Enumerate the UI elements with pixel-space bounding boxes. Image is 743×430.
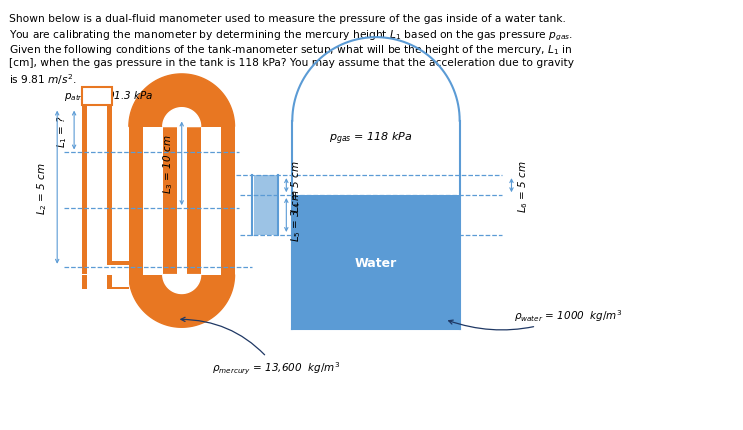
Bar <box>143 127 163 275</box>
Text: Water: Water <box>355 256 397 269</box>
Polygon shape <box>129 275 235 328</box>
Bar <box>129 127 177 275</box>
Text: $L_2$ = 5 cm: $L_2$ = 5 cm <box>36 161 49 214</box>
Bar <box>201 127 221 275</box>
Text: $p_{atm}$ = 101.3 kPa: $p_{atm}$ = 101.3 kPa <box>64 89 154 103</box>
Bar <box>107 105 112 274</box>
Bar <box>186 127 235 275</box>
Bar <box>292 196 460 329</box>
Polygon shape <box>163 275 201 294</box>
Bar <box>87 105 107 274</box>
Text: [cm], when the gas pressure in the tank is 118 kPa? You may assume that the acce: [cm], when the gas pressure in the tank … <box>10 57 574 68</box>
Text: $\rho_{mercury}$ = 13,600  $kg/m^3$: $\rho_{mercury}$ = 13,600 $kg/m^3$ <box>181 317 340 376</box>
Bar <box>82 275 87 289</box>
Text: $L_4$ = 5 cm: $L_4$ = 5 cm <box>289 160 303 212</box>
Text: $L_3$ = 10 cm: $L_3$ = 10 cm <box>161 134 175 194</box>
Text: You are calibrating the manometer by determining the mercury height $L_1$ based : You are calibrating the manometer by det… <box>10 29 574 43</box>
Bar <box>254 176 277 235</box>
Bar <box>107 261 129 289</box>
Text: $L_1$ = ?: $L_1$ = ? <box>55 114 69 147</box>
Polygon shape <box>129 75 235 127</box>
Polygon shape <box>163 108 201 127</box>
Bar <box>292 121 460 196</box>
Text: is 9.81 $m/s^2$.: is 9.81 $m/s^2$. <box>10 72 77 86</box>
Text: Shown below is a dual-fluid manometer used to measure the pressure of the gas in: Shown below is a dual-fluid manometer us… <box>10 14 566 24</box>
Text: $p_{gas}$ = 118 kPa: $p_{gas}$ = 118 kPa <box>329 130 413 147</box>
Text: Given the following conditions of the tank-manometer setup, what will be the hei: Given the following conditions of the ta… <box>10 43 573 57</box>
Text: $L_6$ = 5 cm: $L_6$ = 5 cm <box>516 160 531 212</box>
Text: $\rho_{water}$ = 1000  $kg/m^3$: $\rho_{water}$ = 1000 $kg/m^3$ <box>449 308 623 330</box>
Bar <box>82 88 112 105</box>
Text: $L_5$ = 3 cm: $L_5$ = 3 cm <box>289 189 303 242</box>
Bar <box>107 275 112 289</box>
Bar <box>107 265 129 287</box>
Bar <box>82 105 87 274</box>
